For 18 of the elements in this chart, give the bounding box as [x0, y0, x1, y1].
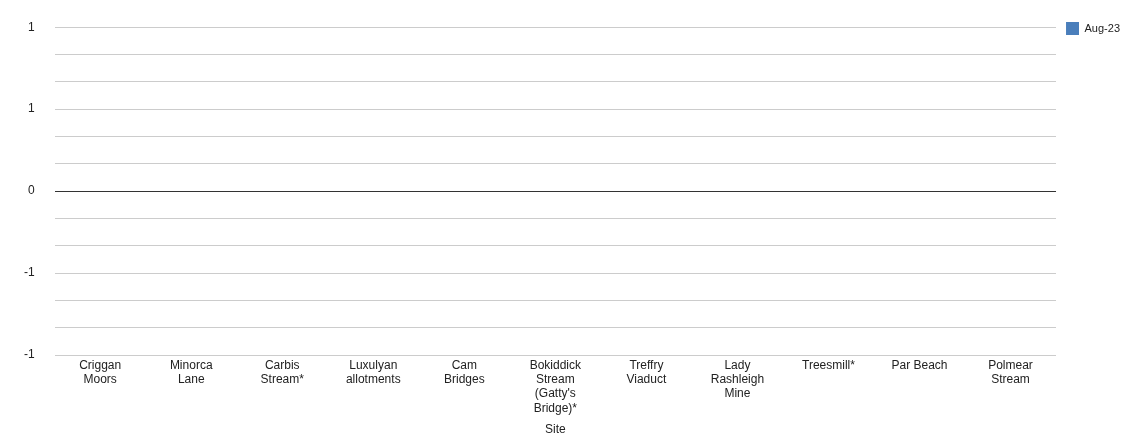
- x-tick-label: Bokiddick Stream (Gatty's Bridge)*: [529, 357, 583, 415]
- x-tick-label: Treffry Viaduct: [626, 357, 667, 386]
- y-tick-label: -1: [24, 265, 35, 280]
- y-tick-label: 1: [27, 101, 35, 116]
- y-tick-label: 0: [27, 183, 35, 198]
- x-tick-label: Minorca Lane: [169, 357, 213, 386]
- x-tick-label: Luxulyan allotments: [345, 357, 401, 386]
- x-tick-label: Carbis Stream*: [260, 357, 305, 386]
- legend-label: Aug-23: [1084, 21, 1121, 34]
- x-tick-label: Criggan Moors: [79, 357, 122, 386]
- y-tick-label: -1: [24, 347, 35, 362]
- y-tick-label: 1: [27, 19, 35, 34]
- x-tick-label: Par Beach: [891, 357, 948, 372]
- x-tick-label: Cam Bridges: [443, 357, 485, 386]
- x-axis-title: Site: [545, 422, 567, 437]
- x-tick-label: Lady Rashleigh Mine: [710, 357, 765, 401]
- x-tick-label: Treesmill*: [801, 357, 856, 372]
- x-tick-label: Polmear Stream: [988, 357, 1033, 386]
